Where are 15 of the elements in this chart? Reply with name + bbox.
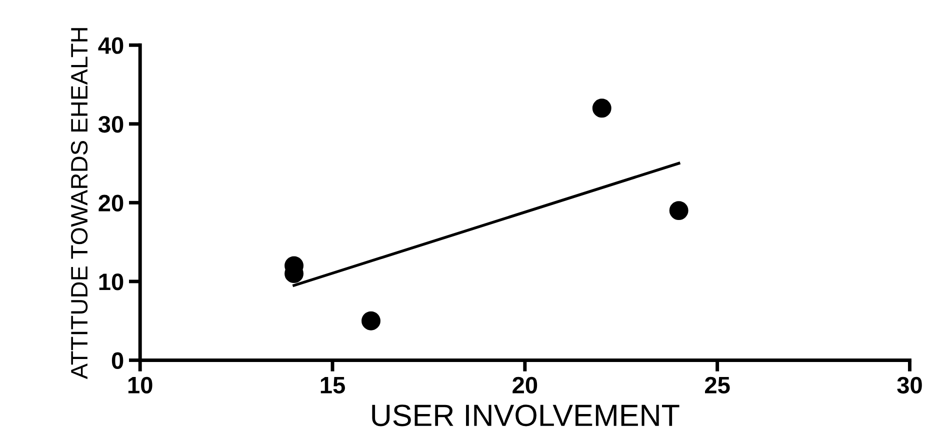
point <box>592 98 612 118</box>
x-tick-label: 25 <box>705 376 730 394</box>
x-tick-label: 30 <box>897 376 922 394</box>
x-tick-label: 20 <box>512 376 538 394</box>
y-tick-label: 40 <box>98 37 124 54</box>
y-axis-title: ATTITUDE TOWARDS EHEALTH <box>70 28 88 380</box>
y-tick-label: 10 <box>99 274 124 290</box>
x-axis-title: USER INVOLVEMENT <box>372 404 680 426</box>
y-tick-label: 30 <box>98 116 124 133</box>
point <box>669 201 688 220</box>
y-tick-label: 20 <box>98 194 124 212</box>
y-tick-label: 0 <box>112 352 124 370</box>
point <box>362 311 380 330</box>
x-tick-label: 10 <box>128 376 152 394</box>
x-tick-label: 15 <box>320 377 345 394</box>
